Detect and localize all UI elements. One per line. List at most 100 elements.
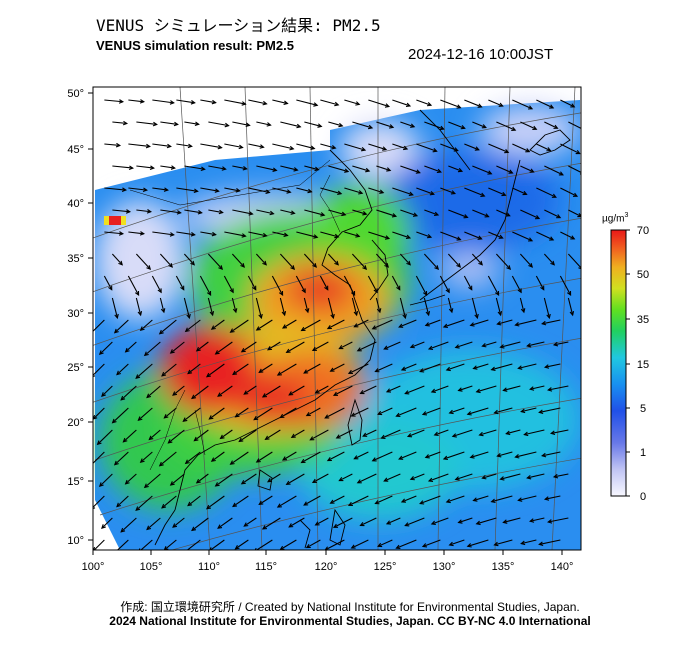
wind-arrow <box>424 121 444 130</box>
wind-arrow-head <box>478 260 483 266</box>
wind-arrow-head <box>118 99 125 104</box>
wind-arrow-head <box>433 211 440 217</box>
wind-arrow <box>424 209 439 216</box>
wind-arrow-head <box>152 121 158 127</box>
wind-arrow-head <box>350 290 356 297</box>
wind-arrow <box>176 143 192 147</box>
wind-arrow <box>423 297 430 316</box>
wind-arrow-head <box>311 346 317 351</box>
wind-arrow-head <box>116 370 121 376</box>
wind-arrow-head <box>520 408 526 414</box>
wind-arrow <box>440 187 456 195</box>
wind-arrow <box>568 121 581 129</box>
wind-arrow <box>232 209 253 215</box>
wind-arrow-head <box>410 123 416 128</box>
wind-arrow-head <box>383 345 389 350</box>
wind-arrow <box>301 451 321 463</box>
wind-arrow <box>354 319 369 328</box>
wind-arrow-head <box>415 169 421 174</box>
wind-arrow-head <box>538 541 544 547</box>
wind-arrow-head <box>240 262 246 268</box>
wind-arrow-head <box>334 260 339 266</box>
wind-arrow <box>495 297 502 316</box>
wind-arrow-head <box>436 168 442 174</box>
wind-arrow-head <box>347 501 353 506</box>
wind-arrow <box>303 253 317 268</box>
wind-arrow <box>401 495 417 503</box>
wind-arrow-head <box>314 166 320 172</box>
wind-arrow-head <box>341 211 347 217</box>
wind-arrow <box>304 165 319 171</box>
wind-arrow-head <box>466 543 472 548</box>
wind-arrow <box>400 121 415 128</box>
wind-arrow <box>375 297 381 313</box>
wind-arrow-head <box>146 209 153 214</box>
wind-arrow <box>544 121 558 129</box>
wind-arrow <box>487 275 500 296</box>
wind-arrow <box>536 99 554 109</box>
wind-arrow <box>206 363 225 378</box>
wind-arrow-head <box>538 409 544 415</box>
wind-arrow <box>372 319 393 330</box>
wind-arrow-head <box>445 366 451 372</box>
wind-arrow-head <box>324 414 330 419</box>
wind-arrow-head <box>350 544 356 549</box>
wind-arrow-head <box>234 544 240 550</box>
lat-tick-label: 30° <box>67 308 84 320</box>
wind-arrow-head <box>305 543 311 549</box>
wind-arrow-head <box>406 433 413 438</box>
wind-arrow <box>146 385 161 398</box>
wind-arrow <box>272 187 291 193</box>
wind-arrow-head <box>570 103 576 108</box>
wind-arrow <box>333 385 353 396</box>
wind-arrow-head <box>398 323 404 328</box>
wind-arrow-head <box>549 104 555 109</box>
wind-arrow-head <box>426 101 433 107</box>
wind-arrow <box>140 539 153 550</box>
wind-arrow <box>488 143 509 153</box>
wind-arrow-head <box>169 349 175 354</box>
wind-arrow-head <box>219 434 225 440</box>
wind-arrow <box>463 275 473 290</box>
wind-arrow <box>101 517 113 529</box>
wind-arrow-head <box>529 168 535 173</box>
wind-arrow-head <box>338 345 344 350</box>
wind-arrow-head <box>453 147 459 152</box>
wind-arrow <box>535 275 545 290</box>
wind-arrow <box>103 275 113 290</box>
wind-arrow <box>231 253 245 268</box>
credit-line-1: 作成: 国立環境研究所 / Created by National Instit… <box>120 600 580 614</box>
wind-arrow <box>256 165 277 171</box>
wind-arrow-head <box>173 121 179 127</box>
wind-arrow <box>519 253 533 268</box>
wind-arrow <box>467 407 489 415</box>
wind-arrow-head <box>477 103 483 108</box>
wind-arrow-head <box>499 476 505 481</box>
wind-arrow-head <box>403 145 409 151</box>
wind-arrow-head <box>121 187 128 193</box>
wind-arrow-head <box>283 232 289 238</box>
wind-arrow-head <box>386 167 392 172</box>
wind-arrow-head <box>469 322 475 327</box>
wind-arrow-head <box>490 366 496 372</box>
wind-arrow-head <box>504 149 510 154</box>
wind-arrow-head <box>293 167 299 172</box>
wind-arrow-head <box>498 102 504 107</box>
wind-arrow-head <box>261 525 267 530</box>
wind-arrow <box>568 165 581 173</box>
wind-arrow <box>125 473 137 485</box>
wind-arrow <box>220 429 233 439</box>
wind-arrow <box>200 231 216 236</box>
lon-tick-label: 125° <box>374 561 397 573</box>
wind-arrow-head <box>264 435 270 440</box>
wind-arrow-head <box>547 519 553 524</box>
wind-arrow-head <box>266 122 272 127</box>
wind-arrow <box>224 143 243 149</box>
wind-arrow <box>368 187 384 194</box>
wind-arrow <box>136 165 154 169</box>
concentration-field <box>93 87 581 550</box>
wind-arrow-head <box>396 285 401 291</box>
wind-arrow-head <box>359 389 365 395</box>
wind-arrow-head <box>313 234 319 239</box>
lon-tick-label: 140° <box>551 561 574 573</box>
